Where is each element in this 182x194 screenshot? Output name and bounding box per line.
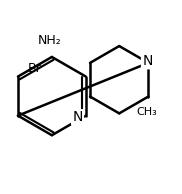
Text: N: N	[142, 54, 153, 68]
Text: Br: Br	[28, 62, 42, 75]
Text: CH₃: CH₃	[136, 107, 157, 117]
Text: NH₂: NH₂	[38, 34, 62, 47]
Text: N: N	[72, 110, 83, 125]
